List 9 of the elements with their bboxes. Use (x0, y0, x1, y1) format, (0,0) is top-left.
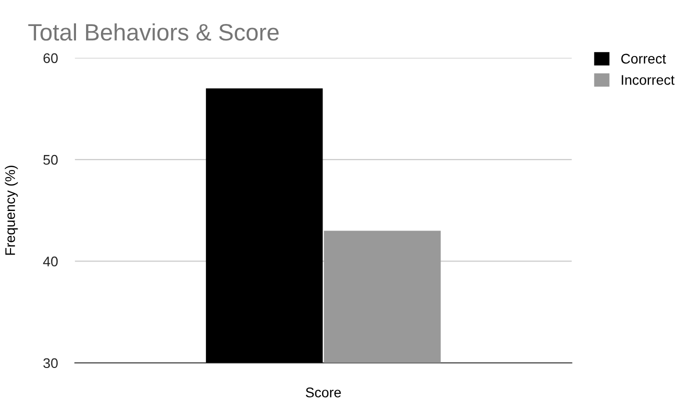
legend-label: Incorrect (622, 75, 674, 85)
chart-title: Total Behaviors & Score (28, 23, 279, 41)
y-tick-label: 60 (44, 53, 58, 64)
y-tick-label: 30 (43, 358, 58, 368)
y-tick-label: 40 (43, 256, 58, 266)
x-axis-title: Score (306, 388, 341, 398)
y-axis-title: Frequency (%) (4, 166, 18, 255)
y-tick-label: 50 (43, 154, 58, 165)
legend-label: Correct (621, 54, 666, 64)
